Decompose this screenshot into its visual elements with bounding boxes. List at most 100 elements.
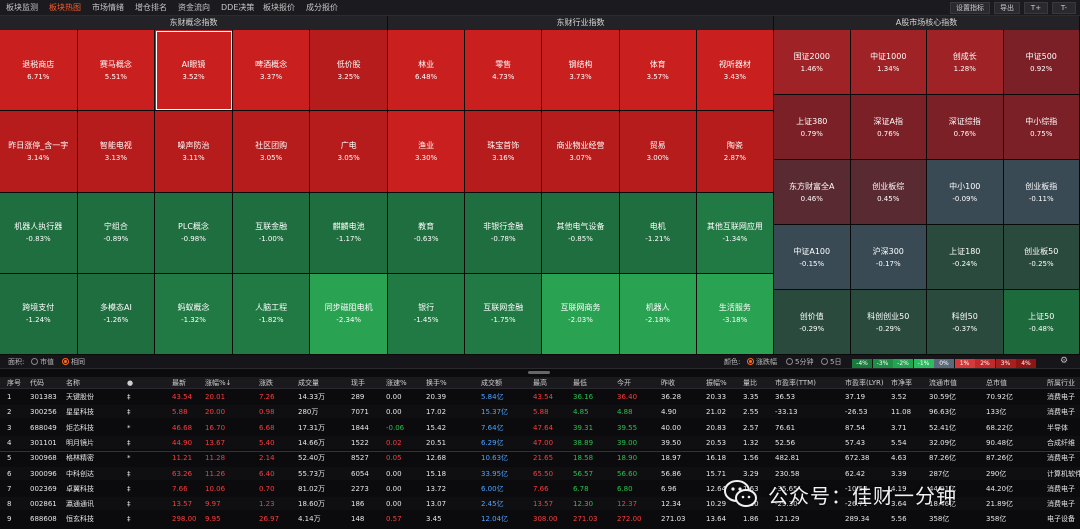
industry-tile[interactable]: 电机 -1.21% — [619, 192, 697, 274]
index-tile[interactable]: 中小100 -0.09% — [927, 160, 1004, 225]
column-header[interactable]: 成交额 — [481, 379, 502, 387]
tab-board-quotes[interactable]: 板块报价 — [263, 3, 295, 12]
industry-tile[interactable]: 钢结构 3.73% — [542, 30, 620, 112]
industry-tile[interactable]: 非银行金融 -0.78% — [465, 192, 543, 274]
index-tile[interactable]: 创成长 1.28% — [927, 30, 1004, 95]
column-header[interactable]: 市盈率(LYR) — [845, 379, 884, 387]
column-header[interactable]: 换手% — [426, 379, 447, 387]
concept-tile[interactable]: AI眼镜 3.52% — [155, 30, 233, 112]
concept-tile[interactable]: 广电 3.05% — [310, 111, 388, 193]
table-row[interactable]: 9 688608 恒玄科技 ‡ 298.00 9.95 26.97 4.14万 148 0.57 3… — [0, 512, 1080, 525]
index-tile[interactable]: 创业板指 -0.11% — [1003, 160, 1080, 225]
concept-tile[interactable]: 啤酒概念 3.37% — [232, 30, 311, 112]
font-decrease-button[interactable]: T- — [1052, 2, 1076, 14]
industry-tile[interactable]: 其他互联网应用 -1.34% — [696, 192, 774, 274]
splitter-handle[interactable] — [528, 371, 550, 374]
table-row[interactable]: 7 002369 卓翼科技 ‡ 7.66 10.06 0.70 81.02万 2273 0.00 1… — [0, 482, 1080, 495]
gear-icon[interactable]: ⚙ — [1060, 356, 1069, 366]
industry-tile[interactable]: 陶瓷 2.87% — [696, 111, 774, 193]
industry-tile[interactable]: 体育 3.57% — [619, 30, 697, 112]
industry-tile[interactable]: 教育 -0.63% — [388, 192, 466, 274]
index-tile[interactable]: 国证2000 1.46% — [774, 30, 851, 95]
index-tile[interactable]: 沪深300 -0.17% — [850, 225, 927, 290]
export-button[interactable]: 导出 — [994, 2, 1020, 14]
column-header[interactable]: 涨幅%↓ — [205, 379, 232, 387]
column-header[interactable]: 最高 — [533, 379, 547, 387]
column-header[interactable]: 涨跌 — [259, 379, 273, 387]
column-header[interactable]: 现手 — [351, 379, 365, 387]
column-header[interactable]: 市净率 — [891, 379, 912, 387]
tab-board-monitor[interactable]: 板块监测 — [6, 3, 38, 12]
color-option-5min[interactable]: 5分钟 — [786, 357, 813, 367]
color-option-change[interactable]: 涨跌幅 — [747, 357, 777, 367]
concept-tile[interactable]: PLC概念 -0.98% — [155, 192, 233, 274]
table-row[interactable]: 4 301101 明月镜片 ‡ 44.90 13.67 5.40 14.66万 1522 0.02… — [0, 435, 1080, 449]
tab-dde-decision[interactable]: DDE决策 — [221, 3, 255, 12]
column-header[interactable]: 序号 — [7, 379, 21, 387]
table-row[interactable]: 1 301383 天键股份 ‡ 43.54 20.01 7.26 14.33万 289 0.00 2… — [0, 390, 1080, 403]
industry-tile[interactable]: 林业 6.48% — [388, 30, 466, 112]
concept-tile[interactable]: 宁组合 -0.89% — [77, 192, 156, 274]
concept-tile[interactable]: 互联金融 -1.00% — [232, 192, 311, 274]
index-tile[interactable]: 科创创业50 -0.29% — [850, 290, 927, 355]
industry-tile[interactable]: 互联网商务 -2.03% — [542, 273, 620, 355]
concept-tile[interactable]: 低价股 3.25% — [310, 30, 388, 112]
tab-market-sentiment[interactable]: 市场情绪 — [92, 3, 124, 12]
concept-tile[interactable]: 退税商店 6.71% — [0, 30, 78, 112]
table-row[interactable]: 2 300256 星星科技 ‡ 5.88 20.00 0.98 280万 7071 0.00 17.… — [0, 405, 1080, 419]
concept-tile[interactable]: 同步磁阻电机 -2.34% — [310, 273, 388, 355]
column-header[interactable]: 成交量 — [298, 379, 319, 387]
area-option-marketcap[interactable]: 市值 — [31, 357, 54, 367]
index-tile[interactable]: 东方财富全A 0.46% — [774, 160, 851, 225]
column-header[interactable]: ● — [127, 379, 134, 387]
area-option-equal[interactable]: 相同 — [62, 357, 85, 367]
index-tile[interactable]: 创业板50 -0.25% — [1003, 225, 1080, 290]
index-tile[interactable]: 创价值 -0.29% — [774, 290, 851, 355]
font-increase-button[interactable]: T+ — [1024, 2, 1048, 14]
concept-tile[interactable]: 麒麟电池 -1.17% — [310, 192, 388, 274]
table-row[interactable]: 8 002861 瀛通通讯 ‡ 13.57 9.97 1.23 18.60万 186 0.00 13… — [0, 497, 1080, 511]
concept-tile[interactable]: 赛马概念 5.51% — [77, 30, 156, 112]
table-row[interactable]: 6 300096 中科创达 ‡ 63.26 11.26 6.40 55.73万 6054 0.00… — [0, 466, 1080, 480]
industry-tile[interactable]: 零售 4.73% — [465, 30, 543, 112]
column-header[interactable]: 振幅% — [706, 379, 727, 387]
concept-tile[interactable]: 蚂蚁概念 -1.32% — [155, 273, 233, 355]
industry-tile[interactable]: 商业物业经营 3.07% — [542, 111, 620, 193]
concept-tile[interactable]: 智能电视 3.13% — [77, 111, 156, 193]
index-tile[interactable]: 中证1000 1.34% — [850, 30, 927, 95]
index-tile[interactable]: 科创50 -0.37% — [927, 290, 1004, 355]
industry-tile[interactable]: 银行 -1.45% — [388, 273, 466, 355]
index-tile[interactable]: 深证A指 0.76% — [850, 95, 927, 160]
index-tile[interactable]: 上证50 -0.48% — [1003, 290, 1080, 355]
concept-tile[interactable]: 噪声防治 3.11% — [155, 111, 233, 193]
column-header[interactable]: 最低 — [573, 379, 587, 387]
column-header[interactable]: 代码 — [30, 379, 44, 387]
industry-tile[interactable]: 机器人 -2.18% — [619, 273, 697, 355]
concept-tile[interactable]: 跨境支付 -1.24% — [0, 273, 78, 355]
concept-tile[interactable]: 机器人执行器 -0.83% — [0, 192, 78, 274]
industry-tile[interactable]: 视听器材 3.43% — [696, 30, 774, 112]
industry-tile[interactable]: 生活服务 -3.18% — [696, 273, 774, 355]
industry-tile[interactable]: 珠宝首饰 3.16% — [465, 111, 543, 193]
concept-tile[interactable]: 多模态AI -1.26% — [77, 273, 156, 355]
column-header[interactable]: 昨收 — [661, 379, 675, 387]
column-header[interactable]: 流通市值 — [929, 379, 957, 387]
index-tile[interactable]: 创业板综 0.45% — [850, 160, 927, 225]
tab-fund-flow[interactable]: 资金流向 — [178, 3, 210, 12]
tab-position-ranking[interactable]: 增仓排名 — [135, 3, 167, 12]
index-tile[interactable]: 中证500 0.92% — [1003, 30, 1080, 95]
index-tile[interactable]: 深证综指 0.76% — [927, 95, 1004, 160]
settings-button[interactable]: 设置指标 — [950, 2, 990, 14]
industry-tile[interactable]: 贸易 3.00% — [619, 111, 697, 193]
tab-constituent-quotes[interactable]: 成分报价 — [306, 3, 338, 12]
color-option-5day[interactable]: 5日 — [821, 357, 841, 367]
table-row[interactable]: 3 688049 炬芯科技 * 46.68 16.70 6.68 17.31万 1844 -0.0… — [0, 421, 1080, 434]
industry-tile[interactable]: 其他电气设备 -0.85% — [542, 192, 620, 274]
industry-tile[interactable]: 互联网金融 -1.75% — [465, 273, 543, 355]
concept-tile[interactable]: 昨日涨停_含一字 3.14% — [0, 111, 78, 193]
column-header[interactable]: 涨速% — [386, 379, 407, 387]
concept-tile[interactable]: 人脑工程 -1.82% — [232, 273, 311, 355]
column-header[interactable]: 量比 — [743, 379, 757, 387]
column-header[interactable]: 市盈率(TTM) — [775, 379, 816, 387]
column-header[interactable]: 总市值 — [986, 379, 1007, 387]
